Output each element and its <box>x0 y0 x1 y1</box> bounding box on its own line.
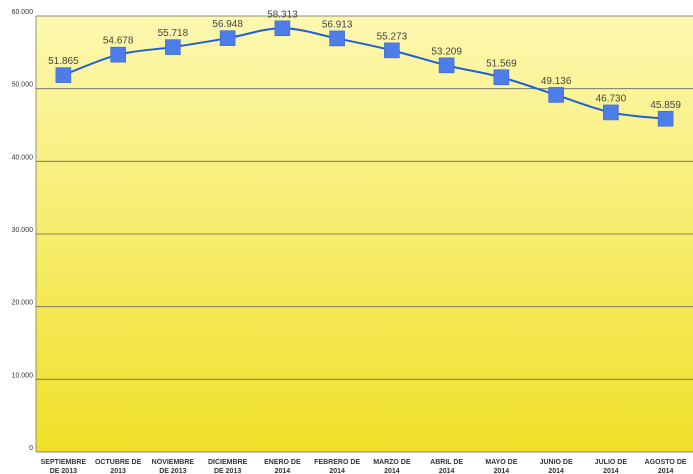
x-axis: SEPTIEMBRE DE 2013 OCTUBRE DE 2013 NOVIEMBRE… <box>41 459 687 474</box>
y-tick-label: 10.000 <box>12 372 34 379</box>
y-tick-label: 60.000 <box>12 9 34 16</box>
data-label: 51.569 <box>486 58 517 69</box>
data-point <box>384 42 400 59</box>
y-tick-label: 0 <box>29 445 33 452</box>
gridlines <box>35 15 693 453</box>
x-tick-label: DICIEMBRE DE 2013 <box>208 459 248 474</box>
x-tick-label: JULIO DE 2014 <box>595 459 628 474</box>
x-tick-label: NOVIEMBRE DE 2013 <box>152 459 195 474</box>
y-tick-label: 30.000 <box>12 227 34 234</box>
data-label: 58.313 <box>267 9 298 20</box>
data-label: 53.209 <box>431 46 462 57</box>
data-point <box>329 30 345 47</box>
x-tick-label: JUNIO DE 2014 <box>540 459 573 474</box>
data-point <box>55 67 72 83</box>
data-markers <box>55 20 674 127</box>
data-label: 45.859 <box>650 100 681 111</box>
data-point <box>110 46 126 63</box>
y-tick-label: 50.000 <box>12 82 34 89</box>
x-tick-label: MAYO DE 2014 <box>485 459 517 474</box>
data-label: 51.865 <box>48 56 79 67</box>
y-tick-label: 20.000 <box>12 300 34 307</box>
data-label: 56.948 <box>212 19 243 30</box>
y-axis: 0 10.000 20.000 30.000 40.000 50.000 60.000 <box>12 9 34 452</box>
x-tick-label: FEBRERO DE 2014 <box>314 459 360 474</box>
data-point <box>219 30 236 46</box>
y-tick-label: 40.000 <box>12 154 34 161</box>
data-label: 55.718 <box>158 28 189 39</box>
data-point <box>493 69 510 86</box>
data-point <box>274 20 291 37</box>
x-tick-label: MARZO DE 2014 <box>373 459 411 474</box>
x-tick-label: SEPTIEMBRE DE 2013 <box>41 459 87 474</box>
data-point <box>165 39 181 55</box>
data-label: 55.273 <box>377 31 408 42</box>
data-label: 54.678 <box>103 36 134 47</box>
data-label: 56.913 <box>322 19 353 30</box>
data-label: 46.730 <box>596 93 627 104</box>
x-tick-label: ABRIL DE 2014 <box>430 459 463 474</box>
data-label: 49.136 <box>541 76 572 87</box>
data-point <box>548 87 564 103</box>
x-tick-label: OCTUBRE DE 2013 <box>95 459 142 474</box>
data-point <box>438 57 455 74</box>
data-point <box>657 110 674 127</box>
data-labels: 51.865 54.678 55.718 56.948 58.313 56.913 55.2… <box>48 9 681 110</box>
x-tick-label: ENERO DE 2014 <box>264 459 301 474</box>
data-point <box>603 104 619 121</box>
x-tick-label: AGOSTO DE 2014 <box>645 459 687 474</box>
